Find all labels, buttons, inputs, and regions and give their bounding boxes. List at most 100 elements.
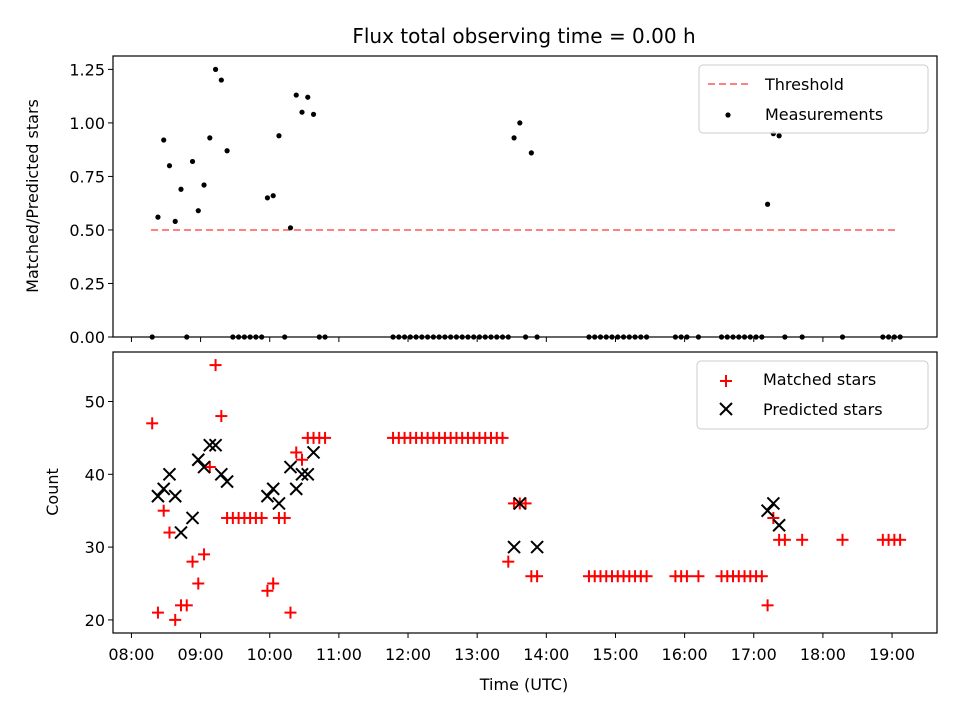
predicted-star-point <box>507 540 521 554</box>
predicted-star-point <box>208 438 223 452</box>
bottom-x-tick-label: 11:00 <box>316 645 362 664</box>
predicted-star-point <box>760 503 775 518</box>
measurement-point <box>764 201 771 207</box>
predicted-star-point <box>295 467 309 482</box>
measurement-point <box>201 182 207 188</box>
predicted-star-point <box>168 489 182 503</box>
top-y-tick-label: 0.00 <box>69 328 105 347</box>
bottom-legend-box <box>696 360 929 430</box>
matched-star-point <box>267 577 280 590</box>
predicted-stars-points <box>151 438 786 554</box>
measurement-point <box>189 158 196 165</box>
predicted-star-point <box>214 467 229 482</box>
measurement-point <box>287 225 294 231</box>
bottom-x-tick-label: 10:00 <box>247 645 293 664</box>
top-y-tick-label: 1.00 <box>69 114 105 133</box>
matched-star-point <box>290 446 303 459</box>
bottom-x-tick-label: 14:00 <box>523 645 569 664</box>
measurement-point <box>264 195 271 201</box>
predicted-star-point <box>157 482 171 496</box>
matched-star-point <box>278 511 291 524</box>
bottom-x-tick-label: 15:00 <box>592 645 638 664</box>
top-plot: 0.00 0.25 0.50 0.75 1.00 1.25 Matched/Predict… <box>23 55 938 347</box>
predicted-star-point <box>301 467 315 482</box>
matched-star-point <box>157 504 170 517</box>
matched-star-point <box>680 570 693 583</box>
matched-star-point <box>796 533 809 546</box>
matched-star-point <box>146 417 159 430</box>
predicted-star-point <box>266 482 280 496</box>
predicted-star-point <box>162 467 177 482</box>
measurement-point <box>212 66 219 72</box>
bottom-x-tick-label: 19:00 <box>869 645 915 664</box>
matched-star-point <box>296 453 309 466</box>
measurement-point <box>155 214 161 220</box>
measurement-points <box>149 66 903 340</box>
predicted-star-point <box>203 438 217 452</box>
bottom-x-tick-label: 13:00 <box>454 645 500 664</box>
measurement-point <box>776 133 782 139</box>
measurement-point <box>305 94 311 100</box>
threshold-legend-label: Threshold <box>764 75 844 94</box>
top-y-ticks: 0.00 0.25 0.50 0.75 1.00 1.25 <box>69 60 113 347</box>
measurement-point <box>528 150 534 156</box>
predicted-star-point <box>174 525 188 540</box>
predicted-star-point <box>289 482 303 496</box>
bottom-legend: Matched stars Predicted stars <box>696 360 929 430</box>
bottom-x-tick-label: 16:00 <box>662 645 708 664</box>
bottom-y-tick-label: 30 <box>85 538 105 557</box>
top-y-tick-label: 0.25 <box>69 274 105 293</box>
matched-star-point <box>180 599 193 612</box>
matched-star-point <box>192 577 205 590</box>
measurement-point <box>161 137 167 143</box>
bottom-x-tick-label: 17:00 <box>731 645 777 664</box>
bottom-y-tick-label: 20 <box>85 611 105 630</box>
predicted-stars-legend-swatch <box>719 402 733 416</box>
predicted-star-point <box>197 460 211 474</box>
matched-star-point <box>778 533 791 546</box>
matched-star-point <box>640 570 653 583</box>
matched-star-point <box>761 599 774 612</box>
matched-star-point <box>531 570 544 583</box>
predicted-star-point <box>530 540 544 554</box>
matched-star-point <box>215 410 228 423</box>
matched-star-point <box>151 606 164 619</box>
measurement-point <box>207 135 213 141</box>
matched-star-point <box>163 526 176 539</box>
top-y-tick-label: 0.50 <box>69 221 105 240</box>
predicted-star-point <box>283 460 298 474</box>
matched-star-point <box>767 511 780 524</box>
measurement-point <box>218 77 224 83</box>
matched-star-point <box>169 613 182 626</box>
measurement-point <box>310 111 317 117</box>
bottom-plot: 20 30 40 50 08:00 09:00 10:00 11:00 12:00 13:00 1… <box>43 351 938 694</box>
matched-stars-legend-label: Matched stars <box>763 370 876 389</box>
bottom-y-tick-label: 40 <box>85 465 105 484</box>
matched-star-point <box>496 431 509 444</box>
top-y-axis-label: Matched/Predicted stars <box>23 99 42 293</box>
matched-star-point <box>502 555 515 568</box>
measurement-point <box>224 148 230 154</box>
top-y-tick-label: 1.25 <box>69 60 105 79</box>
measurement-point <box>511 135 517 141</box>
predicted-star-point <box>185 511 200 525</box>
predicted-star-point <box>306 445 321 460</box>
matched-star-point <box>284 606 297 619</box>
matched-star-point <box>519 497 532 510</box>
bottom-x-tick-label: 18:00 <box>800 645 846 664</box>
predicted-star-point <box>191 453 205 467</box>
x-axis-label: Time (UTC) <box>479 675 568 694</box>
measurement-point <box>172 218 178 224</box>
chart-title: Flux total observing time = 0.00 h <box>352 24 695 48</box>
bottom-plot-frame <box>112 351 938 634</box>
matched-star-point <box>894 533 907 546</box>
matched-star-point <box>203 461 216 474</box>
measurement-point <box>195 208 201 214</box>
measurement-point <box>178 186 184 192</box>
predicted-star-point <box>151 489 165 503</box>
bottom-x-tick-label: 09:00 <box>178 645 224 664</box>
bottom-x-ticks: 08:00 09:00 10:00 11:00 12:00 13:00 14:00 15:00… <box>108 633 915 664</box>
predicted-star-point <box>772 518 786 532</box>
measurement-point <box>299 109 305 115</box>
